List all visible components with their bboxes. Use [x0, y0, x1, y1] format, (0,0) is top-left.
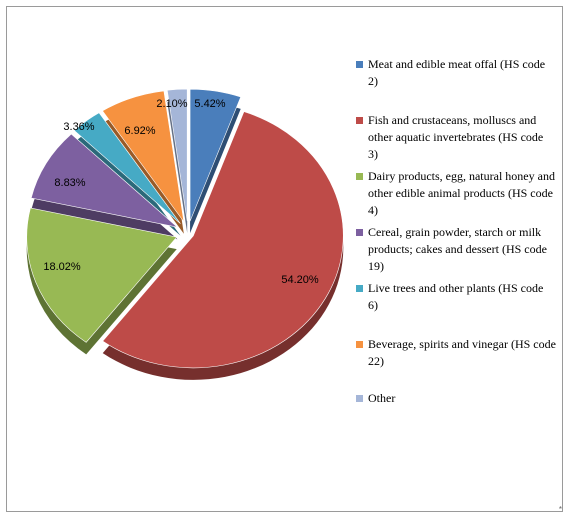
- legend-swatch-meat: [356, 61, 363, 68]
- slice-dairy: [26, 207, 178, 343]
- legend-label-meat: Meat and edible meat offal (HS code 2): [368, 57, 546, 88]
- legend-swatch-other: [356, 395, 363, 402]
- legend-item-dairy: Dairy products, egg, natural honey and o…: [356, 168, 556, 219]
- slice-label-cereal: 8.83%: [54, 177, 85, 189]
- slice-other: [166, 88, 188, 222]
- legend-item-beverage: Beverage, spirits and vinegar (HS code 2…: [356, 336, 556, 370]
- legend-swatch-beverage: [356, 341, 363, 348]
- slice-label-beverage: 6.92%: [124, 125, 155, 137]
- legend-label-fish: Fish and crustaceans, molluscs and other…: [368, 113, 544, 161]
- legend-label-dairy: Dairy products, egg, natural honey and o…: [368, 169, 555, 217]
- legend-label-other: Other: [368, 391, 396, 405]
- slice-label-meat: 5.42%: [194, 98, 225, 110]
- slice-label-other: 2.10%: [156, 98, 187, 110]
- legend-swatch-dairy: [356, 173, 363, 180]
- legend-swatch-cereal: [356, 229, 363, 236]
- legend-label-beverage: Beverage, spirits and vinegar (HS code 2…: [368, 337, 556, 368]
- legend-item-meat: Meat and edible meat offal (HS code 2): [356, 56, 556, 90]
- legend-item-trees: Live trees and other plants (HS code 6): [356, 280, 556, 314]
- slice-label-fish: 54.20%: [281, 274, 319, 286]
- slice-fish: [102, 111, 344, 369]
- legend-item-cereal: Cereal, grain powder, starch or milk pro…: [356, 224, 556, 275]
- legend-item-fish: Fish and crustaceans, molluscs and other…: [356, 112, 556, 163]
- slice-label-dairy: 18.02%: [43, 261, 81, 273]
- corner-mark: *: [558, 505, 562, 514]
- slice-meat: [189, 88, 242, 222]
- pie-top-layer: [26, 88, 344, 369]
- slice-label-live: 3.36%: [63, 121, 94, 133]
- legend-swatch-fish: [356, 117, 363, 124]
- legend-label-cereal: Cereal, grain powder, starch or milk pro…: [368, 225, 547, 273]
- slice-cereal: [30, 133, 179, 228]
- legend-swatch-trees: [356, 285, 363, 292]
- slice-live: [73, 112, 181, 224]
- legend-item-other: Other: [356, 390, 556, 407]
- legend-label-trees: Live trees and other plants (HS code 6): [368, 281, 544, 312]
- slice-beverage: [102, 90, 185, 222]
- pie-label-layer: 5.42% 54.20% 18.02% 8.83% 3.36% 6.92% 2.10%: [43, 98, 319, 286]
